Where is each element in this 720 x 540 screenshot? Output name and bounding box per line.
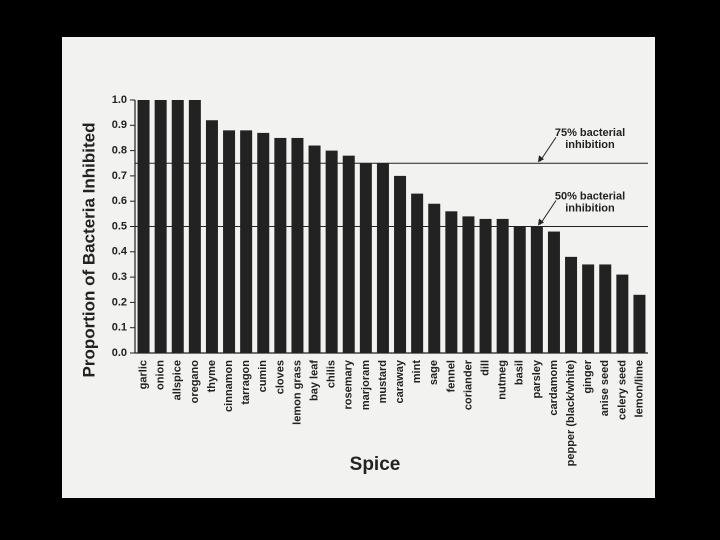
x-tick-label: tarragon bbox=[240, 360, 252, 405]
x-tick-label: celery seed bbox=[616, 360, 628, 420]
x-tick-label: basil bbox=[514, 360, 526, 385]
bar bbox=[547, 231, 560, 353]
x-tick-label: marjoram bbox=[360, 360, 372, 410]
y-tick-label: 0.7 bbox=[112, 170, 127, 182]
x-tick-label: pepper (black/white) bbox=[565, 360, 577, 467]
y-tick-label: 0.0 bbox=[112, 347, 127, 359]
bar bbox=[616, 274, 629, 353]
bar bbox=[274, 137, 287, 353]
y-tick-label: 0.6 bbox=[112, 195, 127, 207]
x-tick-label: sage bbox=[428, 360, 440, 385]
bar bbox=[530, 226, 543, 353]
bar bbox=[479, 218, 492, 353]
x-tick-label: caraway bbox=[394, 359, 406, 403]
y-tick-label: 0.4 bbox=[112, 246, 128, 258]
x-tick-label: allspice bbox=[172, 360, 184, 400]
bar bbox=[462, 216, 475, 353]
x-tick-label: lemon grass bbox=[291, 360, 303, 425]
bar bbox=[342, 155, 355, 353]
bar bbox=[240, 130, 253, 353]
bar bbox=[325, 150, 338, 353]
y-axis-label: Proportion of Bacteria Inhibited bbox=[79, 122, 98, 377]
reference-label: 75% bacterial bbox=[555, 127, 625, 139]
y-tick-label: 0.2 bbox=[112, 296, 127, 308]
x-tick-label: onion bbox=[155, 360, 167, 390]
x-tick-label: anise seed bbox=[599, 360, 611, 416]
bar bbox=[513, 226, 526, 353]
reference-label: inhibition bbox=[565, 202, 615, 214]
x-tick-label: coriander bbox=[462, 359, 474, 410]
reference-label: 50% bacterial bbox=[555, 190, 625, 202]
annotation-arrow bbox=[539, 136, 557, 162]
bar bbox=[496, 218, 509, 353]
arrow-head bbox=[538, 155, 544, 163]
x-tick-label: lemon/lime bbox=[633, 360, 645, 417]
x-tick-label: cloves bbox=[274, 360, 286, 394]
x-tick-label: cinnamon bbox=[223, 360, 235, 412]
bar bbox=[308, 145, 321, 353]
x-tick-label: thyme bbox=[206, 360, 218, 392]
bar bbox=[565, 256, 578, 353]
x-tick-label: parsley bbox=[531, 359, 543, 398]
x-tick-label: nutmeg bbox=[497, 360, 509, 400]
x-tick-label: cardamom bbox=[548, 360, 560, 416]
x-tick-label: dill bbox=[479, 360, 491, 376]
y-tick-label: 0.8 bbox=[112, 145, 127, 157]
bar bbox=[633, 294, 646, 353]
bar bbox=[428, 203, 441, 353]
annotation-arrow bbox=[539, 200, 557, 225]
y-tick-label: 0.1 bbox=[112, 322, 127, 334]
bar bbox=[205, 120, 218, 354]
x-tick-label: mint bbox=[411, 360, 423, 384]
x-tick-label: chilis bbox=[326, 360, 338, 388]
y-tick-label: 0.9 bbox=[112, 119, 127, 131]
y-tick-label: 0.3 bbox=[112, 271, 127, 283]
bar bbox=[376, 163, 389, 353]
x-tick-label: fennel bbox=[445, 360, 457, 392]
bar bbox=[411, 193, 424, 353]
bar bbox=[599, 264, 612, 353]
y-tick-label: 0.5 bbox=[112, 220, 127, 232]
bar bbox=[223, 130, 236, 353]
x-tick-label: garlic bbox=[137, 360, 149, 389]
x-tick-label: ginger bbox=[582, 359, 594, 393]
bar bbox=[445, 211, 458, 353]
reference-label: inhibition bbox=[565, 139, 615, 151]
y-tick-label: 1.0 bbox=[112, 94, 127, 106]
bar bbox=[582, 264, 595, 353]
bar bbox=[291, 137, 304, 353]
x-tick-label: mustard bbox=[377, 360, 389, 403]
x-tick-label: cumin bbox=[257, 360, 269, 393]
arrow-head bbox=[538, 218, 544, 226]
x-tick-label: oregano bbox=[189, 360, 201, 404]
x-axis-label: Spice bbox=[350, 454, 401, 475]
bar bbox=[359, 163, 372, 353]
x-tick-label: rosemary bbox=[343, 359, 355, 409]
x-tick-label: bay leaf bbox=[308, 360, 320, 401]
bar bbox=[257, 132, 270, 353]
bar bbox=[394, 175, 407, 353]
